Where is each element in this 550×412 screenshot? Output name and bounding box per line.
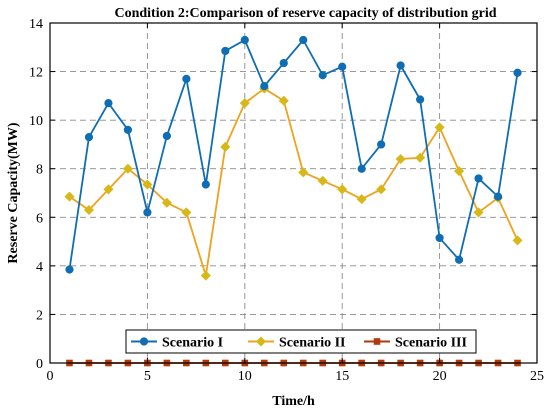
data-point: [123, 125, 133, 134]
data-point: [512, 235, 523, 246]
x-tick-label: 5: [144, 369, 151, 384]
data-point: [454, 166, 465, 177]
axis-ticks: 0 5 10 15 20 25 0 2 4 6 8 10 12 14: [29, 17, 544, 384]
data-point: [474, 174, 483, 183]
legend-label: Scenario III: [395, 336, 467, 351]
y-tick-label: 0: [36, 357, 43, 372]
legend-box: [125, 329, 477, 354]
data-point: [181, 207, 192, 218]
data-point: [356, 194, 367, 205]
series-line: [68, 87, 519, 277]
data-point: [454, 255, 464, 264]
data-point: [318, 71, 327, 80]
y-tick-label: 4: [36, 260, 43, 275]
y-tick-label: 10: [29, 114, 43, 129]
data-point: [279, 58, 288, 68]
data-point: [182, 74, 191, 83]
data-point: [103, 184, 114, 195]
y-tick-label: 8: [36, 163, 43, 178]
y-axis-label: Reserve Capacity(MW): [6, 122, 21, 263]
data-point: [239, 98, 250, 109]
y-tick-label: 14: [29, 17, 43, 32]
data-point: [337, 184, 348, 195]
series-2: [64, 83, 523, 281]
data-point: [142, 179, 153, 190]
legend-swatch-marker: [139, 337, 149, 346]
data-point: [122, 163, 133, 174]
data-point: [338, 62, 347, 71]
data-point: [162, 131, 171, 141]
data-point: [395, 153, 406, 165]
data-point: [83, 204, 94, 216]
series-1: [65, 35, 522, 274]
data-point: [317, 175, 328, 186]
x-tick-label: 10: [238, 369, 252, 384]
legend: Scenario I Scenario II Scenario III: [125, 329, 477, 354]
data-point: [84, 133, 94, 142]
data-point: [220, 141, 231, 152]
data-point: [240, 35, 249, 45]
data-point: [143, 208, 152, 217]
data-point: [64, 191, 75, 202]
x-axis-label: Time/h: [272, 394, 315, 409]
x-tick-label: 25: [530, 369, 544, 384]
x-tick-label: 0: [47, 369, 54, 384]
series-group: [64, 35, 523, 367]
data-point: [493, 192, 503, 201]
data-point: [376, 184, 387, 195]
data-point: [298, 167, 309, 178]
x-tick-label: 15: [335, 369, 349, 384]
legend-label: Scenario II: [279, 336, 346, 351]
data-point: [513, 68, 522, 77]
data-point: [65, 265, 74, 274]
plot-frame: [49, 22, 538, 364]
data-point: [416, 95, 425, 104]
y-tick-label: 6: [36, 211, 43, 226]
data-point: [221, 46, 230, 56]
data-point: [435, 233, 444, 243]
data-point: [434, 122, 445, 133]
series-line: [68, 39, 519, 270]
x-tick-label: 20: [433, 369, 447, 384]
data-point: [357, 164, 366, 173]
grid-lines: [50, 23, 537, 363]
data-point: [260, 82, 269, 91]
data-point: [201, 180, 210, 189]
legend-swatch-marker: [373, 338, 381, 345]
data-point: [396, 61, 405, 70]
legend-label: Scenario I: [162, 336, 223, 351]
y-tick-label: 12: [29, 66, 43, 81]
data-point: [278, 95, 289, 106]
chart-title: Condition 2:Comparison of reserve capaci…: [114, 6, 496, 21]
data-point: [161, 197, 172, 208]
data-point: [200, 270, 211, 281]
data-point: [299, 35, 308, 45]
y-tick-label: 2: [36, 308, 43, 323]
data-point: [473, 207, 484, 218]
data-point: [415, 152, 426, 163]
legend-swatch-marker: [255, 336, 267, 347]
data-point: [104, 99, 113, 108]
data-point: [377, 140, 386, 149]
